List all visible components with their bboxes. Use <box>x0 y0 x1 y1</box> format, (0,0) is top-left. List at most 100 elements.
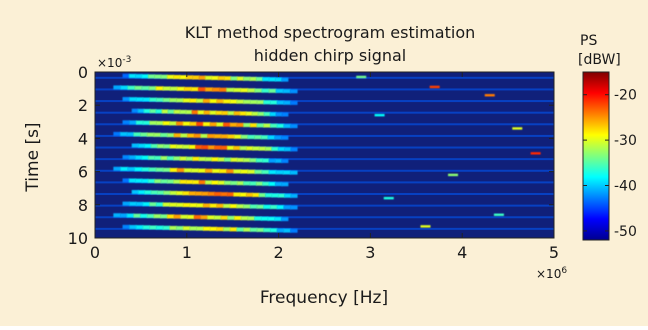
chirp-band-segment <box>239 111 247 116</box>
chirp-band-segment <box>141 155 149 160</box>
chirp-band-segment <box>283 123 291 128</box>
chirp-band-segment <box>169 225 177 230</box>
chirp-band-segment <box>247 134 255 139</box>
chirp-band-segment <box>209 203 218 208</box>
chirp-band-segment <box>257 111 265 116</box>
chirp-band-segment <box>135 97 144 102</box>
y-tick-label: 2 <box>78 96 88 115</box>
chirp-band-segment <box>193 133 202 138</box>
chirp-band-segment <box>156 202 164 207</box>
chirp-band-segment <box>180 133 188 138</box>
chirp-band-segment <box>167 214 175 219</box>
chirp-band-segment <box>243 227 251 232</box>
chirp-band-segment <box>150 143 158 148</box>
chirp-band-segment <box>220 215 229 220</box>
chirp-band-segment <box>223 122 231 127</box>
chirp-band-segment <box>254 216 262 221</box>
chirp-band-segment <box>217 76 225 81</box>
chirp-band-segment <box>138 190 146 195</box>
chirp-band-segment <box>135 201 144 206</box>
chirp-band-segment <box>144 143 152 148</box>
colorbar-label-line-1: PS <box>580 33 597 49</box>
chirp-band-segment <box>128 73 136 78</box>
chirp-band-segment <box>131 190 139 195</box>
chirp-band-segment <box>120 166 129 171</box>
chirp-band-segment <box>213 134 222 139</box>
chirp-band-segment <box>233 192 241 197</box>
chirp-band-segment <box>224 180 232 185</box>
chirp-band-segment <box>176 144 184 149</box>
y-tick-label: 10 <box>68 229 88 248</box>
chirp-band-streak <box>95 216 554 219</box>
chirp-band-segment <box>246 192 254 197</box>
chirp-band-segment <box>268 88 277 93</box>
colorbar-ticks: -20 -30 -40 -50 <box>583 88 637 240</box>
spectral-spot <box>512 127 523 130</box>
chirp-band-segment <box>167 133 175 138</box>
chirp-band-segment <box>198 168 206 173</box>
chirp-band-segment <box>260 135 269 140</box>
chirp-band-segment <box>268 170 277 175</box>
chirp-band-segment <box>230 181 238 186</box>
chirp-band-segment <box>262 77 270 82</box>
chirp-band-segment <box>270 228 278 233</box>
chirp-band-segment <box>169 144 177 149</box>
chirp-band-segment <box>157 190 165 195</box>
chirp-band-segment <box>263 123 271 128</box>
chirp-band-streak <box>95 88 554 91</box>
chirp-band-segment <box>256 123 265 128</box>
chirp-band-segment <box>176 168 185 173</box>
chirp-band-segment <box>227 111 235 116</box>
chirp-band-segment <box>261 170 270 175</box>
y-tick-label: 6 <box>78 163 88 182</box>
chirp-band-segment <box>275 88 284 93</box>
chirp-band-segment <box>212 168 220 173</box>
y-tick-label: 0 <box>78 63 88 82</box>
chirp-band-segment <box>122 201 130 206</box>
chirp-band-segment <box>252 146 260 151</box>
chirp-band-segment <box>226 169 235 174</box>
chirp-band-segment <box>122 97 130 102</box>
chirp-band-segment <box>182 98 191 103</box>
chirp-band-segment <box>256 181 263 186</box>
chirp-band-segment <box>179 179 187 184</box>
chirp-band-segment <box>154 155 162 160</box>
chirp-band-segment <box>167 74 174 79</box>
chirp-band-segment <box>149 225 157 230</box>
chirp-band-segment <box>258 146 266 151</box>
chirp-band-segment <box>243 158 251 163</box>
chirp-band-segment <box>243 76 251 81</box>
chirp-band-segment <box>236 157 244 162</box>
chirp-band-segment <box>233 111 241 116</box>
chirp-band-segment <box>263 112 271 117</box>
chirp-band-segment <box>176 191 184 196</box>
chirp-band-segment <box>126 213 135 218</box>
chart-title-line-2: hidden chirp signal <box>254 46 407 65</box>
chirp-band-streak <box>95 181 554 184</box>
chirp-band-segment <box>207 191 215 196</box>
chirp-band-segment <box>193 215 202 220</box>
x-tick-label: 4 <box>457 243 467 262</box>
chirp-band-segment <box>176 202 184 207</box>
chirp-band-segment <box>135 120 144 125</box>
chirp-band-segment <box>201 191 209 196</box>
chirp-band-segment <box>262 181 270 186</box>
chirp-band-segment <box>147 179 155 184</box>
x-multiplier-base: ×10 <box>536 267 561 281</box>
chirp-band-segment <box>276 100 285 105</box>
chirp-band-segment <box>276 205 285 210</box>
chirp-band-segment <box>191 168 199 173</box>
y-multiplier: ×10-3 <box>97 55 131 70</box>
chirp-band-segment <box>290 124 298 129</box>
chirp-band-segment <box>223 203 231 208</box>
chirp-band-segment <box>192 180 200 185</box>
chirp-band-segment <box>269 112 277 117</box>
chirp-band-segment <box>144 190 152 195</box>
y-tick-label: 4 <box>78 129 88 148</box>
chirp-band-segment <box>153 132 161 137</box>
chirp-band-segment <box>282 89 291 94</box>
chirp-band-segment <box>148 86 157 91</box>
chirp-band-segment <box>290 228 298 233</box>
chirp-band-segment <box>233 145 241 150</box>
